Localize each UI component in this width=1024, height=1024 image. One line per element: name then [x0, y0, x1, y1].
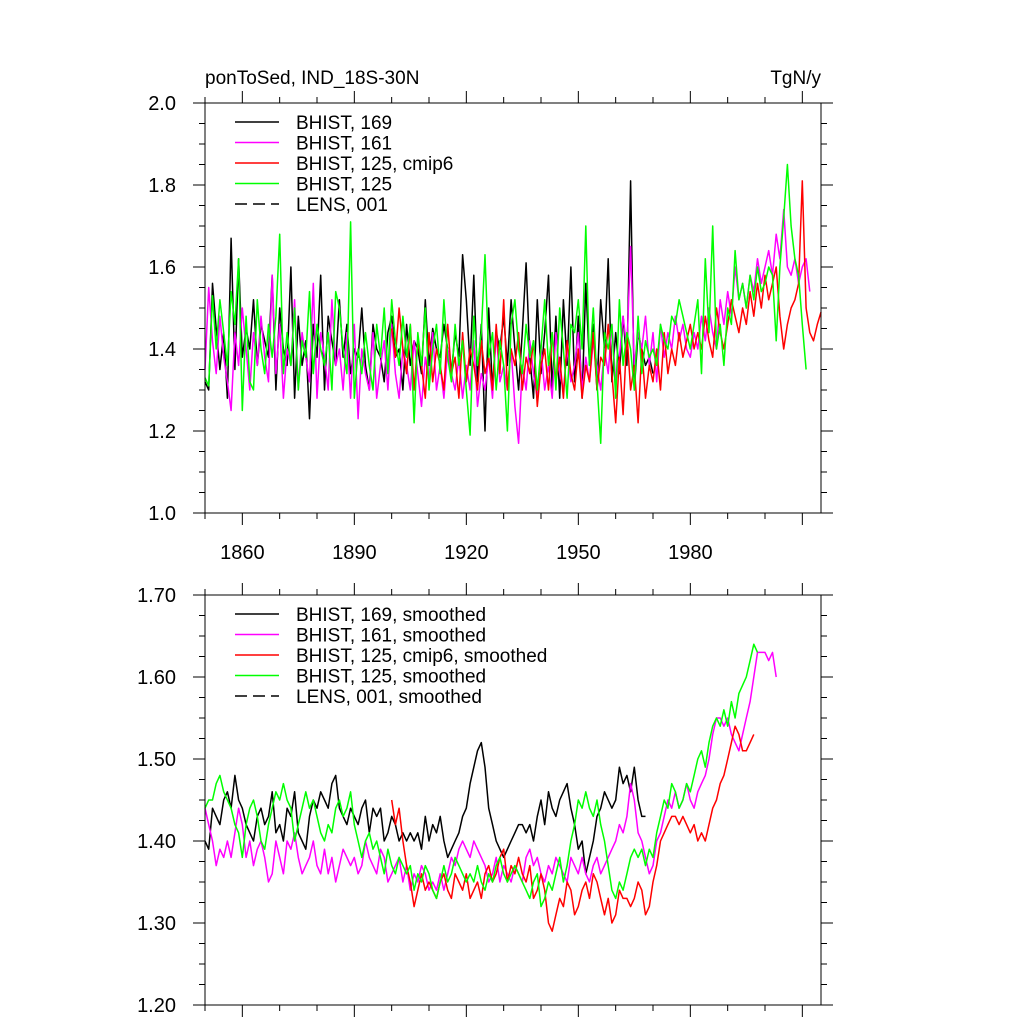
- series-line-bhist-161: [204, 651, 777, 891]
- legend-label: BHIST, 125, cmip6, smoothed: [296, 646, 547, 667]
- legend-label: BHIST, 169, smoothed: [296, 605, 486, 626]
- bottom-axis-ticks: [193, 583, 833, 1017]
- bottom-plot-frame: [204, 594, 822, 1006]
- series-line-bhist-125-cmip6: [390, 725, 755, 932]
- x-tick-label: 1980: [668, 542, 713, 564]
- legend-label: BHIST, 125, smoothed: [296, 667, 486, 688]
- bottom-series-group: [204, 643, 777, 932]
- legend-label: BHIST, 161: [296, 134, 392, 155]
- x-tick-label: 1890: [332, 542, 377, 564]
- y-tick-label: 1.70: [137, 585, 176, 607]
- y-tick-label: 1.6: [148, 257, 176, 279]
- y-tick-label: 1.40: [137, 831, 176, 853]
- series-line-bhist-125: [204, 163, 807, 445]
- bottom-panel: 1.20 1.30 1.40 1.50 1.60 1.70 BHIST, 169, smo…: [137, 583, 833, 1017]
- top-panel-units: TgN/y: [770, 68, 821, 89]
- y-tick-label: 1.8: [148, 175, 176, 197]
- top-panel-title: ponToSed, IND_18S-30N: [205, 68, 419, 89]
- x-tick-label: 1950: [556, 542, 601, 564]
- series-line-bhist-125: [204, 643, 759, 908]
- legend-label: BHIST, 161, smoothed: [296, 626, 486, 647]
- y-tick-label: 1.4: [148, 339, 176, 361]
- legend-label: BHIST, 125: [296, 175, 392, 196]
- x-tick-label: 1860: [220, 542, 265, 564]
- legend-label: LENS, 001, smoothed: [296, 687, 482, 708]
- y-tick-label: 1.50: [137, 749, 176, 771]
- legend-label: BHIST, 169: [296, 113, 392, 134]
- top-plot-frame: [204, 102, 822, 514]
- x-tick-label: 1920: [444, 542, 489, 564]
- series-line-bhist-169: [204, 741, 646, 875]
- y-tick-label: 1.20: [137, 995, 176, 1017]
- top-y-tick-labels: 1.0 1.2 1.4 1.6 1.8 2.0: [148, 93, 176, 525]
- top-x-tick-labels: 1860 1890 1920 1950 1980: [220, 542, 712, 564]
- y-tick-label: 2.0: [148, 93, 176, 115]
- y-tick-label: 1.30: [137, 913, 176, 935]
- bottom-y-tick-labels: 1.20 1.30 1.40 1.50 1.60 1.70: [137, 585, 176, 1017]
- top-series-group: [204, 163, 822, 445]
- y-tick-label: 1.60: [137, 667, 176, 689]
- legend-label: BHIST, 125, cmip6: [296, 154, 453, 175]
- y-tick-label: 1.0: [148, 503, 176, 525]
- top-panel: ponToSed, IND_18S-30N TgN/y 1.0 1.2 1.4 1.6…: [148, 68, 833, 564]
- top-axis-ticks: [193, 91, 833, 525]
- series-line-bhist-169: [204, 180, 654, 432]
- legend-label: LENS, 001: [296, 195, 388, 216]
- y-tick-label: 1.2: [148, 421, 176, 443]
